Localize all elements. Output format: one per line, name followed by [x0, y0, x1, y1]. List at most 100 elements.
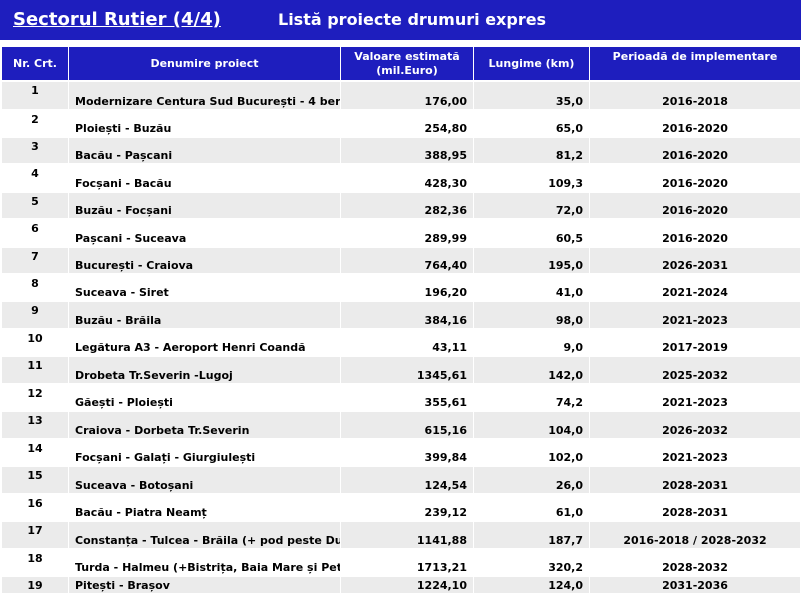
cell-name: Suceava - Siret	[68, 273, 341, 301]
cell-nr: 8	[1, 273, 69, 301]
table-row: 4 Focșani - Bacău 428,30 109,3 2016-2020	[1, 163, 801, 192]
table-row: 7 București - Craiova 764,40 195,0 2026-2031	[1, 246, 801, 274]
cell-length: 195,0	[473, 246, 590, 274]
cell-name: Craiova - Dorbeta Tr.Severin	[68, 410, 341, 439]
cell-value: 399,84	[340, 438, 474, 466]
cell-period: 2016-2018	[589, 80, 801, 110]
section-title: Sectorul Rutier (4/4)	[13, 9, 221, 30]
table-row: 16 Bacău - Piatra Neamț 239,12 61,0 2028-203…	[1, 493, 801, 521]
cell-nr: 11	[1, 355, 69, 384]
cell-period: 2021-2024	[589, 273, 801, 301]
cell-nr: 15	[1, 465, 69, 494]
cell-nr: 4	[1, 163, 69, 192]
cell-length: 41,0	[473, 273, 590, 301]
table-row: 11 Drobeta Tr.Severin -Lugoj 1345,61 142,0 2…	[1, 355, 801, 384]
cell-period: 2016-2018 / 2028-2032	[589, 520, 801, 549]
table-row: 8 Suceava - Siret 196,20 41,0 2021-2024	[1, 273, 801, 301]
cell-nr: 12	[1, 383, 69, 411]
column-header-nr: Nr. Crt.	[1, 46, 69, 82]
cell-length: 81,2	[473, 136, 590, 164]
table-row: 19 Pitești - Brașov 1224,10 124,0 2031-2036	[1, 575, 801, 593]
cell-period: 2016-2020	[589, 218, 801, 247]
table-row: 13 Craiova - Dorbeta Tr.Severin 615,16 104,…	[1, 410, 801, 439]
column-header-name: Denumire proiect	[68, 46, 341, 82]
cell-name: Buzău - Brăila	[68, 300, 341, 329]
cell-name: Suceava - Botoșani	[68, 465, 341, 494]
cell-period: 2021-2023	[589, 300, 801, 329]
cell-value: 1345,61	[340, 355, 474, 384]
column-header-period: Perioadă de implementare	[589, 46, 801, 82]
cell-value: 124,54	[340, 465, 474, 494]
table-row: 15 Suceava - Botoșani 124,54 26,0 2028-2031	[1, 465, 801, 494]
cell-name: Drobeta Tr.Severin -Lugoj	[68, 355, 341, 384]
cell-nr: 2	[1, 109, 69, 137]
table-header-row: Nr. Crt. Denumire proiect Valoare estima…	[1, 46, 801, 82]
cell-name: Focșani - Galați - Giurgiulești	[68, 438, 341, 466]
table-row: 12 Găești - Ploiești 355,61 74,2 2021-2023	[1, 383, 801, 411]
cell-length: 60,5	[473, 218, 590, 247]
table-row: 5 Buzău - Focșani 282,36 72,0 2016-2020	[1, 191, 801, 219]
cell-nr: 7	[1, 246, 69, 274]
table-row: 1 Modernizare Centura Sud București - 4 b…	[1, 80, 801, 110]
cell-name: Constanța - Tulcea - Brăila (+ pod peste…	[68, 520, 341, 549]
cell-nr: 18	[1, 548, 69, 576]
cell-name: Focșani - Bacău	[68, 163, 341, 192]
cell-length: 142,0	[473, 355, 590, 384]
cell-length: 98,0	[473, 300, 590, 329]
cell-value: 615,16	[340, 410, 474, 439]
cell-period: 2026-2032	[589, 410, 801, 439]
cell-name: Pitești - Brașov	[68, 575, 341, 593]
cell-period: 2028-2031	[589, 465, 801, 494]
cell-period: 2028-2031	[589, 493, 801, 521]
cell-value: 196,20	[340, 273, 474, 301]
cell-period: 2017-2019	[589, 328, 801, 356]
cell-nr: 17	[1, 520, 69, 549]
cell-length: 72,0	[473, 191, 590, 219]
cell-nr: 13	[1, 410, 69, 439]
cell-value: 1224,10	[340, 575, 474, 593]
cell-length: 9,0	[473, 328, 590, 356]
cell-value: 254,80	[340, 109, 474, 137]
cell-period: 2028-2032	[589, 548, 801, 576]
cell-nr: 6	[1, 218, 69, 247]
cell-name: Bacău - Pașcani	[68, 136, 341, 164]
cell-name: Găești - Ploiești	[68, 383, 341, 411]
cell-value: 355,61	[340, 383, 474, 411]
table-row: 14 Focșani - Galați - Giurgiulești 399,84 1…	[1, 438, 801, 466]
cell-length: 26,0	[473, 465, 590, 494]
cell-value: 289,99	[340, 218, 474, 247]
cell-name: Turda - Halmeu (+Bistrița, Baia Mare și …	[68, 548, 341, 576]
cell-period: 2016-2020	[589, 163, 801, 192]
cell-value: 43,11	[340, 328, 474, 356]
cell-nr: 10	[1, 328, 69, 356]
cell-name: Pașcani - Suceava	[68, 218, 341, 247]
cell-nr: 1	[1, 80, 69, 110]
table-row: 3 Bacău - Pașcani 388,95 81,2 2016-2020	[1, 136, 801, 164]
cell-period: 2016-2020	[589, 136, 801, 164]
cell-length: 65,0	[473, 109, 590, 137]
cell-period: 2025-2032	[589, 355, 801, 384]
table-row: 18 Turda - Halmeu (+Bistrița, Baia Mare ș…	[1, 548, 801, 576]
cell-value: 388,95	[340, 136, 474, 164]
table-row: 17 Constanța - Tulcea - Brăila (+ pod pes…	[1, 520, 801, 549]
cell-period: 2021-2023	[589, 383, 801, 411]
cell-length: 74,2	[473, 383, 590, 411]
cell-value: 239,12	[340, 493, 474, 521]
cell-period: 2016-2020	[589, 191, 801, 219]
cell-length: 320,2	[473, 548, 590, 576]
cell-value: 1141,88	[340, 520, 474, 549]
cell-name: Modernizare Centura Sud București - 4 be…	[68, 80, 341, 110]
cell-name: Buzău - Focșani	[68, 191, 341, 219]
cell-period: 2021-2023	[589, 438, 801, 466]
cell-nr: 9	[1, 300, 69, 329]
table-row: 6 Pașcani - Suceava 289,99 60,5 2016-2020	[1, 218, 801, 247]
slide-title: Listă proiecte drumuri expres	[278, 10, 547, 29]
cell-value: 764,40	[340, 246, 474, 274]
cell-length: 104,0	[473, 410, 590, 439]
title-bar: Sectorul Rutier (4/4) Listă proiecte dru…	[0, 0, 801, 40]
cell-nr: 5	[1, 191, 69, 219]
cell-value: 282,36	[340, 191, 474, 219]
cell-length: 124,0	[473, 575, 590, 593]
cell-nr: 14	[1, 438, 69, 466]
cell-value: 428,30	[340, 163, 474, 192]
